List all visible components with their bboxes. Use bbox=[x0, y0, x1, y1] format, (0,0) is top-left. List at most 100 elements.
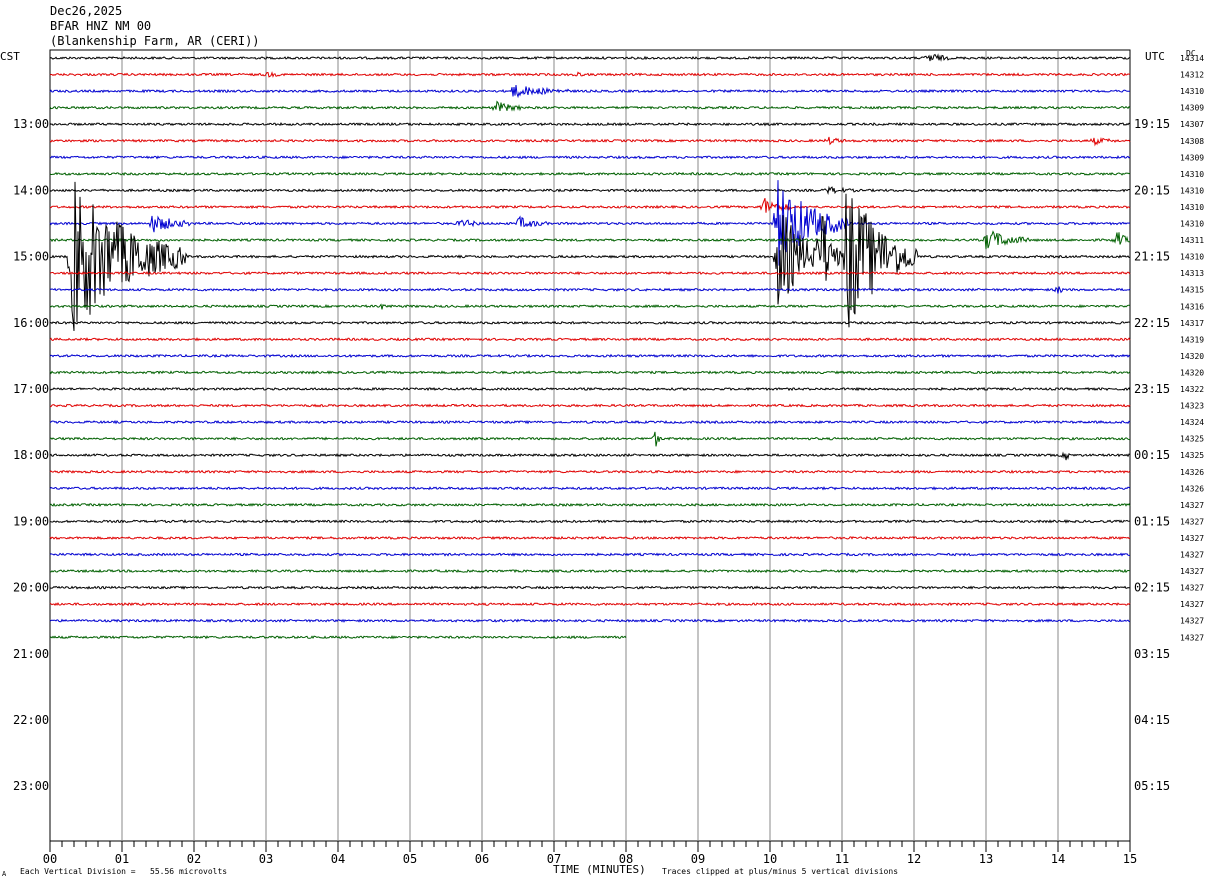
trace-row-19 bbox=[49, 370, 1131, 375]
dc-value: 14310 bbox=[1180, 186, 1204, 195]
dc-value: 14315 bbox=[1180, 286, 1204, 295]
trace-row-2 bbox=[49, 84, 1130, 99]
vertical-division-note: Each Vertical Division = 55.56 microvolt… bbox=[20, 867, 228, 876]
trace-row-20 bbox=[49, 386, 1131, 392]
trace-row-33 bbox=[49, 602, 1131, 607]
plot-frame bbox=[49, 49, 1131, 842]
trace-row-9 bbox=[49, 198, 1131, 213]
dc-value: 14312 bbox=[1180, 71, 1204, 80]
dc-value: 14325 bbox=[1180, 451, 1204, 460]
x-tick-label: 04 bbox=[331, 852, 345, 866]
left-time-label: 23:00 bbox=[13, 779, 49, 793]
dc-value: 14319 bbox=[1180, 335, 1204, 344]
minute-gridlines bbox=[49, 49, 1131, 842]
trace-row-7 bbox=[49, 171, 1131, 176]
x-tick-label: 11 bbox=[835, 852, 849, 866]
trace-row-5 bbox=[49, 136, 1131, 147]
dc-value: 14320 bbox=[1180, 368, 1204, 377]
dc-value: 14309 bbox=[1180, 104, 1204, 113]
dc-value: 14327 bbox=[1180, 600, 1204, 609]
right-time-label: 05:15 bbox=[1134, 779, 1170, 793]
trace-row-6 bbox=[49, 155, 1131, 160]
left-time-label: 17:00 bbox=[13, 382, 49, 396]
dc-value: 14327 bbox=[1180, 551, 1204, 560]
right-time-labels: 19:15 20:15 21:15 22:15 23:15 00:15 01:15 02:15… bbox=[1134, 117, 1170, 793]
x-tick-label: 00 bbox=[43, 852, 57, 866]
dc-value: 14327 bbox=[1180, 617, 1204, 626]
trace-row-16 bbox=[49, 320, 1131, 325]
x-tick-label: 14 bbox=[1051, 852, 1065, 866]
trace-row-27 bbox=[49, 502, 1131, 507]
trace-row-29 bbox=[49, 535, 1131, 541]
dc-value: 14317 bbox=[1180, 319, 1204, 328]
trace-row-13 bbox=[49, 271, 1131, 276]
trace-row-21 bbox=[49, 403, 1131, 408]
x-tick-label: 12 bbox=[907, 852, 921, 866]
trace-row-4 bbox=[49, 121, 1131, 127]
left-time-label: 13:00 bbox=[13, 117, 49, 131]
right-time-label: 20:15 bbox=[1134, 183, 1170, 197]
dc-value: 14327 bbox=[1180, 501, 1204, 510]
trace-row-31 bbox=[49, 568, 1131, 574]
dc-value: 14309 bbox=[1180, 153, 1204, 162]
dc-value: 14326 bbox=[1180, 468, 1204, 477]
left-time-label: 15:00 bbox=[13, 250, 49, 264]
dc-value: 14310 bbox=[1180, 170, 1204, 179]
trace-row-28 bbox=[49, 519, 1131, 524]
trace-row-8 bbox=[49, 185, 1130, 195]
x-tick-label: 09 bbox=[691, 852, 705, 866]
dc-value: 14327 bbox=[1180, 584, 1204, 593]
x-tick-label: 13 bbox=[979, 852, 993, 866]
trace-row-35 bbox=[49, 635, 627, 640]
left-time-label: 20:00 bbox=[13, 581, 49, 595]
right-time-label: 23:15 bbox=[1134, 382, 1170, 396]
trace-row-32 bbox=[49, 585, 1131, 590]
dc-value: 14308 bbox=[1180, 137, 1204, 146]
dc-value: 14324 bbox=[1180, 418, 1204, 427]
trace-row-17 bbox=[49, 337, 1131, 342]
x-tick-label: 08 bbox=[619, 852, 633, 866]
trace-row-24 bbox=[49, 451, 1131, 461]
dc-value: 14307 bbox=[1180, 120, 1204, 129]
right-time-label: 22:15 bbox=[1134, 316, 1170, 330]
dc-label: DC bbox=[1186, 49, 1196, 58]
x-tick-label: 05 bbox=[403, 852, 417, 866]
dc-value: 14327 bbox=[1180, 567, 1204, 576]
x-tick-label: 02 bbox=[187, 852, 201, 866]
dc-value: 14320 bbox=[1180, 352, 1204, 361]
right-time-label: 03:15 bbox=[1134, 647, 1170, 661]
trace-row-26 bbox=[49, 486, 1131, 491]
station-location: (Blankenship Farm, AR (CERI)) bbox=[50, 34, 260, 48]
right-time-label: 02:15 bbox=[1134, 581, 1170, 595]
dc-value: 14327 bbox=[1180, 633, 1204, 642]
left-time-label: 21:00 bbox=[13, 647, 49, 661]
trace-row-34 bbox=[49, 618, 1131, 623]
x-tick-label: 01 bbox=[115, 852, 129, 866]
dc-value: 14310 bbox=[1180, 203, 1204, 212]
left-time-label: 16:00 bbox=[13, 316, 49, 330]
dc-value: 14310 bbox=[1180, 220, 1204, 229]
trace-row-14 bbox=[49, 286, 1131, 294]
trace-row-23 bbox=[49, 431, 1131, 447]
dc-value: 14323 bbox=[1180, 402, 1204, 411]
left-time-label: 19:00 bbox=[13, 514, 49, 528]
trace-row-1 bbox=[49, 71, 1131, 78]
left-time-label: 18:00 bbox=[13, 448, 49, 462]
station-code: BFAR HNZ NM 00 bbox=[50, 19, 152, 33]
left-time-label: 22:00 bbox=[13, 713, 49, 727]
x-axis: 00 01 02 03 04 05 06 07 08 09 10 11 12 13 14 15 bbox=[43, 841, 1137, 866]
corner-mark: A bbox=[2, 870, 7, 878]
trace-row-18 bbox=[49, 353, 1131, 359]
dc-value: 14314 bbox=[1180, 54, 1204, 63]
left-time-label: 14:00 bbox=[13, 183, 49, 197]
dc-value: 14322 bbox=[1180, 385, 1204, 394]
clipping-note: Traces clipped at plus/minus 5 vertical … bbox=[662, 867, 899, 876]
right-time-label: 21:15 bbox=[1134, 250, 1170, 264]
right-zone-label: UTC bbox=[1145, 50, 1165, 63]
trace-row-11 bbox=[49, 230, 1131, 250]
dc-value: 14310 bbox=[1180, 87, 1204, 96]
dc-value: 14327 bbox=[1180, 534, 1204, 543]
seismic-traces bbox=[49, 53, 1131, 640]
dc-value: 14327 bbox=[1180, 517, 1204, 526]
